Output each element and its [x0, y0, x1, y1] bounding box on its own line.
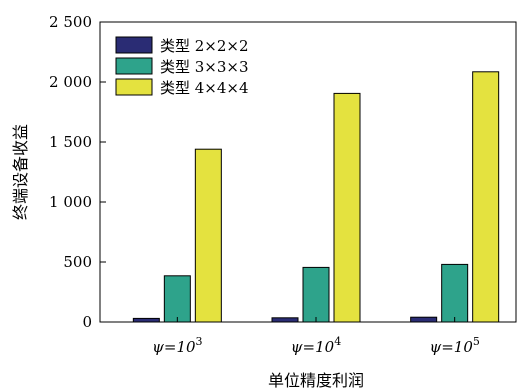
y-axis-title: 终端设备收益: [11, 124, 30, 220]
legend-swatch: [115, 36, 153, 54]
bar: [410, 316, 438, 323]
bar: [132, 317, 160, 323]
x-axis-title: 单位精度利润: [268, 371, 364, 390]
bar: [333, 92, 361, 323]
legend-swatch: [115, 78, 153, 96]
x-tick-label: ψ=103: [152, 335, 202, 356]
y-tick-label: 1 500: [49, 133, 92, 151]
bar: [194, 148, 222, 323]
legend-swatch: [115, 57, 153, 75]
legend-label: 类型 4×4×4: [160, 79, 249, 97]
y-tick-label: 0: [82, 313, 92, 331]
x-ticks: ψ=103 ψ=104 ψ=105: [152, 317, 480, 356]
bars: [132, 71, 500, 323]
bar: [163, 275, 191, 323]
legend-label: 类型 3×3×3: [160, 58, 249, 76]
bar: [302, 266, 330, 323]
legend-label: 类型 2×2×2: [160, 37, 249, 55]
x-tick-label: ψ=104: [291, 335, 341, 356]
y-ticks: 0 500 1 000 1 500 2 000 2 500: [49, 13, 106, 331]
y-tick-label: 500: [63, 253, 92, 271]
x-tick-label: ψ=105: [429, 335, 479, 356]
legend: 类型 2×2×2 类型 3×3×3 类型 4×4×4: [115, 36, 249, 97]
bar: [271, 317, 299, 323]
y-tick-label: 2 000: [49, 73, 92, 91]
bar: [441, 263, 469, 323]
y-tick-label: 2 500: [49, 13, 92, 31]
y-tick-label: 1 000: [49, 193, 92, 211]
bar: [472, 71, 500, 323]
